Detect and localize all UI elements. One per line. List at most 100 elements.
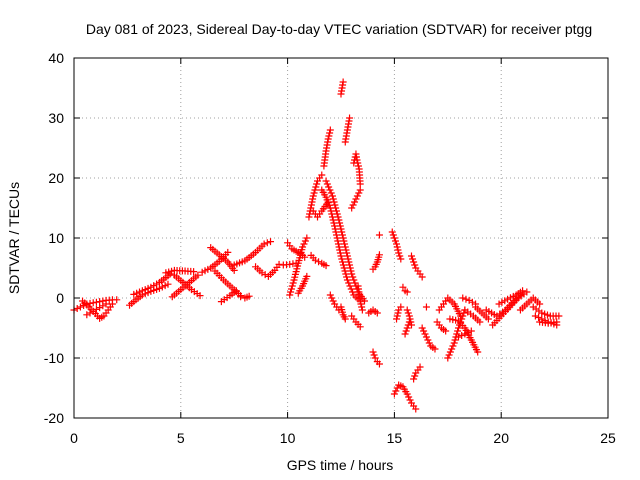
data-point bbox=[323, 180, 331, 188]
data-point bbox=[394, 309, 402, 317]
data-point bbox=[342, 270, 350, 278]
data-point bbox=[345, 279, 353, 287]
data-point bbox=[345, 258, 353, 266]
data-point bbox=[353, 156, 361, 164]
data-point bbox=[418, 324, 426, 332]
data-point bbox=[334, 240, 342, 248]
data-point bbox=[326, 186, 334, 194]
data-point bbox=[356, 297, 364, 305]
y-tick-label: 40 bbox=[48, 50, 64, 66]
chart-title: Day 081 of 2023, Sidereal Day-to-day VTE… bbox=[86, 21, 592, 37]
data-point bbox=[305, 213, 313, 221]
data-point bbox=[329, 297, 337, 305]
data-point bbox=[332, 207, 340, 215]
data-point bbox=[450, 339, 458, 347]
data-point bbox=[333, 234, 341, 242]
data-point bbox=[338, 231, 346, 239]
data-point bbox=[102, 300, 110, 308]
data-point bbox=[325, 183, 333, 191]
data-point bbox=[393, 240, 401, 248]
data-point bbox=[392, 387, 400, 395]
data-point bbox=[418, 273, 426, 281]
data-point bbox=[375, 231, 383, 239]
data-point bbox=[484, 315, 492, 323]
data-point bbox=[399, 283, 407, 291]
data-point bbox=[406, 315, 414, 323]
data-point bbox=[324, 135, 332, 143]
data-point bbox=[375, 251, 383, 259]
data-point bbox=[370, 351, 378, 359]
tick-labels: 0 5 10 15 20 25 -20 -10 0 10 20 30 40 bbox=[44, 50, 616, 446]
data-point bbox=[309, 195, 317, 203]
data-point bbox=[449, 342, 457, 350]
data-point bbox=[336, 246, 344, 254]
data-point bbox=[343, 276, 351, 284]
data-point bbox=[461, 330, 469, 338]
data-point bbox=[73, 305, 81, 312]
data-point bbox=[448, 345, 456, 353]
data-point bbox=[459, 312, 467, 320]
data-point bbox=[459, 294, 467, 302]
data-point bbox=[358, 306, 366, 314]
data-point bbox=[322, 177, 330, 185]
data-point bbox=[445, 351, 453, 359]
data-point bbox=[442, 327, 450, 335]
data-point bbox=[337, 252, 345, 260]
data-point bbox=[311, 256, 319, 264]
data-point bbox=[301, 237, 309, 245]
data-point bbox=[232, 287, 240, 295]
data-point bbox=[405, 393, 413, 401]
data-point bbox=[396, 252, 404, 260]
data-point bbox=[341, 315, 349, 323]
x-tick-label: 25 bbox=[600, 430, 616, 446]
data-point bbox=[289, 279, 297, 287]
data-point bbox=[411, 372, 419, 380]
data-point bbox=[371, 354, 379, 362]
data-point bbox=[356, 180, 364, 188]
x-tick-label: 0 bbox=[70, 430, 78, 446]
data-point bbox=[334, 237, 342, 245]
data-point bbox=[326, 126, 334, 134]
data-point bbox=[349, 201, 357, 209]
data-point bbox=[108, 300, 116, 308]
data-point bbox=[416, 363, 424, 371]
data-point bbox=[308, 198, 316, 206]
data-point bbox=[303, 234, 311, 242]
data-point bbox=[346, 264, 354, 272]
data-point bbox=[164, 280, 172, 288]
data-point bbox=[404, 309, 412, 317]
data-point bbox=[96, 304, 104, 312]
data-point bbox=[194, 271, 202, 279]
data-point bbox=[394, 246, 402, 254]
data-point bbox=[260, 240, 268, 248]
data-point bbox=[346, 114, 354, 122]
y-tick-label: -20 bbox=[44, 410, 64, 426]
data-point bbox=[353, 192, 361, 200]
data-point bbox=[350, 276, 358, 284]
data-point bbox=[397, 303, 405, 311]
data-point bbox=[410, 375, 418, 383]
data-point bbox=[245, 292, 253, 300]
data-point bbox=[196, 292, 204, 300]
data-point bbox=[424, 336, 432, 344]
data-point bbox=[355, 189, 363, 197]
data-point bbox=[342, 246, 350, 254]
data-point bbox=[389, 231, 397, 239]
data-point bbox=[328, 294, 336, 302]
data-point bbox=[343, 252, 351, 260]
data-point bbox=[523, 288, 531, 296]
data-point bbox=[190, 268, 198, 276]
data-point bbox=[407, 318, 415, 326]
data-point bbox=[332, 228, 340, 236]
data-point bbox=[536, 300, 544, 308]
data-point bbox=[351, 198, 359, 206]
data-point bbox=[411, 261, 419, 269]
data-point bbox=[425, 339, 433, 347]
data-point bbox=[462, 295, 470, 303]
data-point bbox=[339, 261, 347, 269]
data-point bbox=[346, 282, 354, 290]
data-point bbox=[338, 255, 346, 263]
data-point bbox=[335, 216, 343, 224]
data-point bbox=[341, 267, 349, 275]
data-point bbox=[286, 291, 294, 299]
